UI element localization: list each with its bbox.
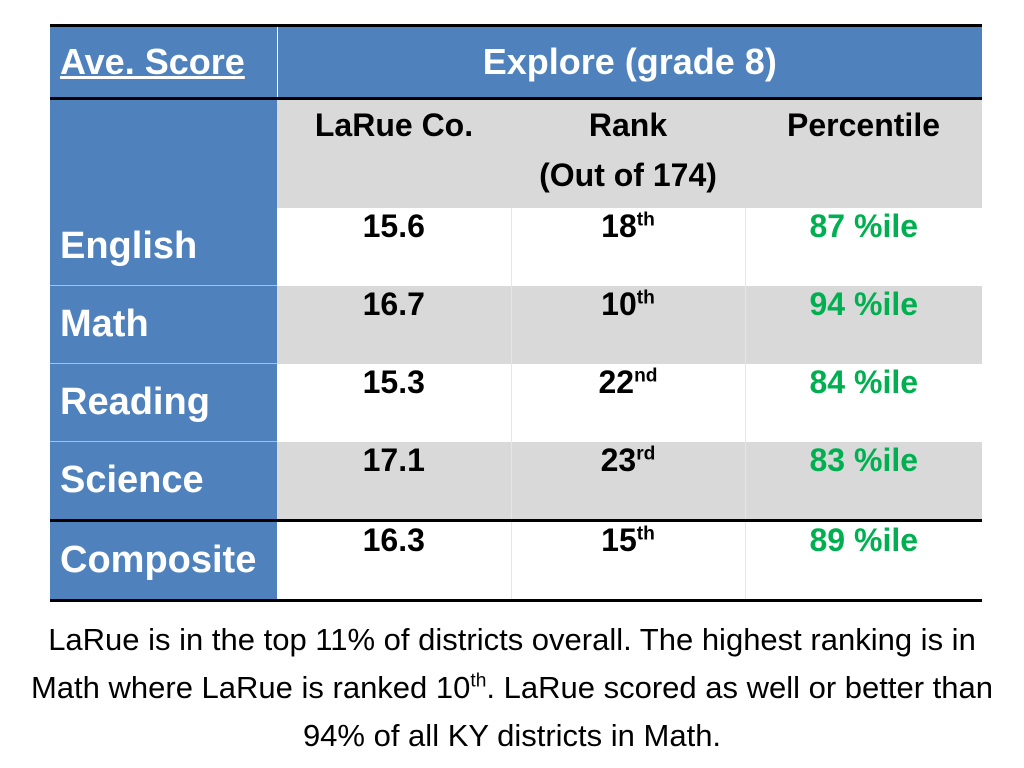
rank-suffix: th [636,523,655,545]
percentile-cell: 94 %ile [745,285,983,364]
corner-label: Ave. Score [50,25,278,100]
rank-number: 15 [601,522,637,558]
score-cell: 15.6 [277,208,511,286]
table-row: English 15.6 18th 87 %ile [50,208,983,286]
col-header-county: LaRue Co. [277,98,511,208]
rank-cell: 15th [510,519,746,601]
scores-table-container: Ave. Score Explore (grade 8) LaRue Co. R… [50,24,983,602]
rank-number: 18 [601,208,637,244]
rank-line1: Rank [588,107,668,143]
subject-label: Science [50,441,277,521]
rank-cell: 18th [510,208,746,286]
subject-label: English [50,208,277,286]
group-label: Explore (grade 8) [277,25,983,100]
score-cell: 17.1 [277,441,511,521]
column-header-row: LaRue Co. Rank (Out of 174) Percentile [50,98,983,208]
blank-side-cell [50,98,277,208]
rank-suffix: th [636,286,655,308]
score-cell: 15.3 [277,363,511,442]
rank-number: 22 [598,363,635,400]
percentile-cell: 83 %ile [745,441,983,521]
rank-suffix: nd [634,364,658,386]
summary-caption: LaRue is in the top 11% of districts ove… [20,616,1004,760]
table-row: Science 17.1 23rd 83 %ile [50,441,983,521]
scores-table: Ave. Score Explore (grade 8) LaRue Co. R… [50,24,983,602]
table-row: Composite 16.3 15th 89 %ile [50,519,983,601]
subject-label: Composite [50,519,277,601]
percentile-cell: 84 %ile [745,363,983,442]
rank-cell: 10th [510,285,746,364]
score-cell: 16.7 [277,285,511,364]
rank-cell: 22nd [510,363,746,442]
rank-number: 10 [601,285,637,322]
percentile-cell: 89 %ile [745,519,983,601]
col-header-rank: Rank (Out of 174) [511,98,745,208]
rank-suffix: rd [636,442,656,464]
subject-label: Reading [50,363,277,442]
rank-suffix: th [636,209,655,231]
col-header-percentile: Percentile [745,98,983,208]
caption-sup: th [470,670,487,692]
table-row: Reading 15.3 22nd 84 %ile [50,363,983,442]
score-cell: 16.3 [277,519,511,601]
caption-part1: LaRue is in the top 11% of districts ove… [30,622,976,705]
rank-cell: 23rd [510,441,746,521]
subject-label: Math [50,285,277,364]
rank-line2: (Out of 174) [539,157,717,193]
percentile-cell: 87 %ile [745,208,983,286]
table-row: Math 16.7 10th 94 %ile [50,285,983,364]
caption-part2: . LaRue scored as well or better than 94… [302,670,994,753]
table-header-row: Ave. Score Explore (grade 8) [50,25,983,100]
rank-number: 23 [600,441,637,478]
